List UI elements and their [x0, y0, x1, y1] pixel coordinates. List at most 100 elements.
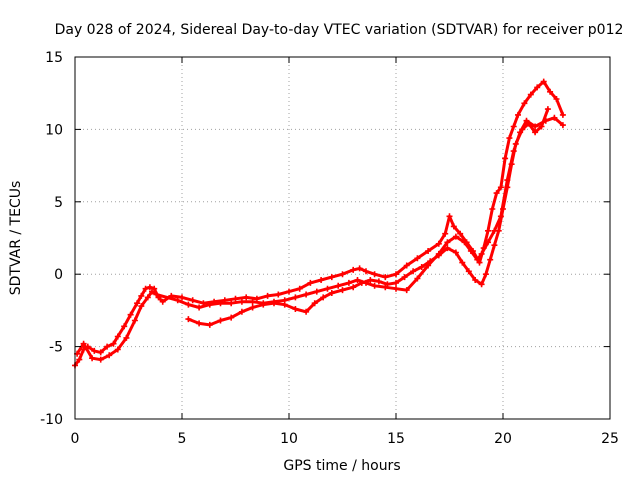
data-point [521, 100, 528, 107]
series-line [186, 107, 550, 327]
data-point [418, 264, 425, 270]
data-point [444, 245, 451, 252]
data-point [393, 271, 399, 278]
data-point [393, 279, 399, 286]
data-point [89, 355, 96, 362]
data-point [435, 252, 442, 259]
data-point [146, 284, 153, 291]
data-point [450, 223, 457, 230]
y-tick-label: 0 [54, 267, 63, 283]
data-point [425, 248, 432, 254]
data-point [510, 123, 517, 130]
plot-frame [74, 56, 611, 420]
data-point [544, 106, 551, 113]
data-point [131, 317, 138, 324]
data-point [478, 250, 485, 257]
data-point [508, 161, 515, 168]
x-tick-label: 20 [494, 431, 512, 447]
data-point [110, 340, 117, 347]
data-point [260, 301, 267, 308]
data-point [320, 294, 327, 301]
data-point [401, 274, 408, 281]
x-tick-label: 5 [178, 431, 187, 447]
grid-layer [75, 57, 610, 419]
data-point [358, 279, 365, 286]
series-trace-a [72, 78, 566, 369]
data-point [525, 120, 532, 127]
data-point [228, 300, 235, 307]
data-point [350, 266, 357, 273]
data-point [465, 268, 472, 275]
data-point [446, 213, 453, 220]
data-point [292, 306, 299, 312]
data-point [459, 259, 466, 266]
data-point [553, 96, 560, 102]
data-point [185, 301, 192, 308]
data-point [489, 206, 496, 212]
data-point [538, 123, 545, 130]
data-point [482, 271, 489, 278]
data-point [339, 271, 346, 278]
data-point [296, 285, 303, 292]
data-point [104, 343, 111, 350]
x-tick-label: 15 [387, 431, 405, 447]
y-tick-label: 5 [54, 195, 63, 211]
data-point [414, 275, 421, 282]
data-point [97, 349, 104, 356]
data-point [493, 190, 500, 197]
data-point [478, 281, 485, 288]
data-point [179, 294, 185, 301]
data-point [506, 135, 513, 142]
data-point [249, 298, 256, 305]
data-point [356, 265, 363, 272]
data-point [328, 274, 335, 281]
data-point [114, 333, 121, 340]
data-point [206, 321, 213, 328]
data-point [532, 129, 539, 136]
data-point [189, 297, 196, 304]
data-point [149, 288, 155, 295]
data-point [311, 300, 318, 307]
data-point [485, 239, 491, 246]
data-point [303, 291, 310, 298]
data-point [452, 233, 459, 240]
x-tick-label: 0 [71, 431, 80, 447]
data-point [512, 140, 519, 147]
series-trace-c [185, 106, 551, 328]
data-point [444, 239, 451, 246]
data-point [491, 242, 498, 249]
data-point [472, 277, 479, 283]
data-point [313, 288, 320, 295]
data-point [318, 277, 325, 283]
series-layer [72, 78, 566, 369]
data-point [427, 258, 434, 265]
data-point [217, 317, 224, 324]
data-point [127, 311, 134, 318]
data-point [540, 78, 547, 85]
x-axis-label: GPS time / hours [283, 458, 400, 474]
x-tick-label: 25 [601, 431, 619, 447]
data-point [363, 268, 369, 275]
data-point [474, 256, 481, 263]
data-point [281, 301, 288, 308]
data-point [403, 262, 410, 269]
data-point [371, 271, 378, 278]
data-point [307, 279, 314, 286]
data-point [271, 300, 277, 307]
data-point [138, 292, 145, 299]
data-point [534, 84, 541, 91]
data-point [121, 323, 128, 330]
data-point [324, 285, 331, 292]
data-point [527, 91, 534, 98]
data-point [275, 291, 282, 298]
data-point [106, 352, 113, 359]
data-point [515, 111, 521, 118]
data-point [159, 298, 166, 305]
series-line [75, 116, 565, 362]
data-point [243, 294, 250, 301]
data-point [382, 274, 389, 281]
data-point [153, 291, 160, 298]
data-point [114, 346, 121, 353]
data-point [185, 316, 192, 323]
